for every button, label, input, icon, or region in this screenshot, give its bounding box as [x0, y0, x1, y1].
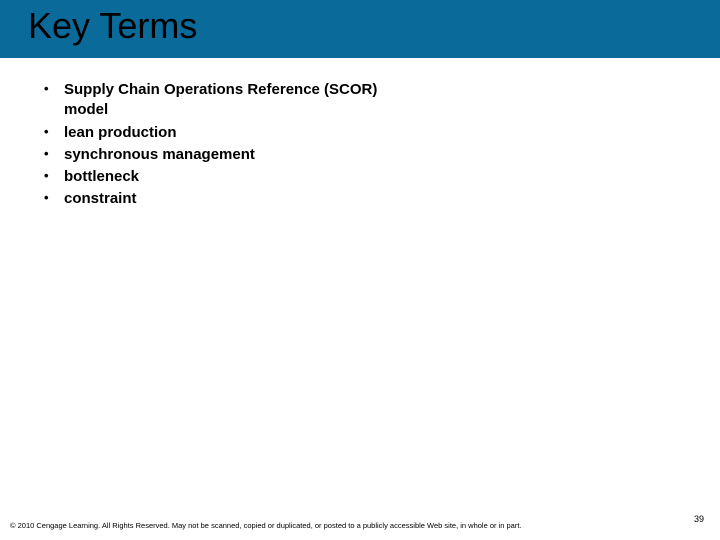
list-item: bottleneck	[40, 167, 420, 187]
list-item: constraint	[40, 189, 420, 209]
bullet-list: Supply Chain Operations Reference (SCOR)…	[40, 80, 420, 210]
copyright-text: © 2010 Cengage Learning. All Rights Rese…	[10, 521, 522, 530]
content-area: Supply Chain Operations Reference (SCOR)…	[40, 80, 420, 212]
list-item: lean production	[40, 123, 420, 143]
title-band: Key Terms	[0, 0, 720, 58]
list-item: synchronous management	[40, 145, 420, 165]
list-item: Supply Chain Operations Reference (SCOR)…	[40, 80, 420, 121]
footer: © 2010 Cengage Learning. All Rights Rese…	[10, 514, 710, 530]
page-number: 39	[694, 514, 704, 524]
slide-title: Key Terms	[28, 6, 720, 46]
